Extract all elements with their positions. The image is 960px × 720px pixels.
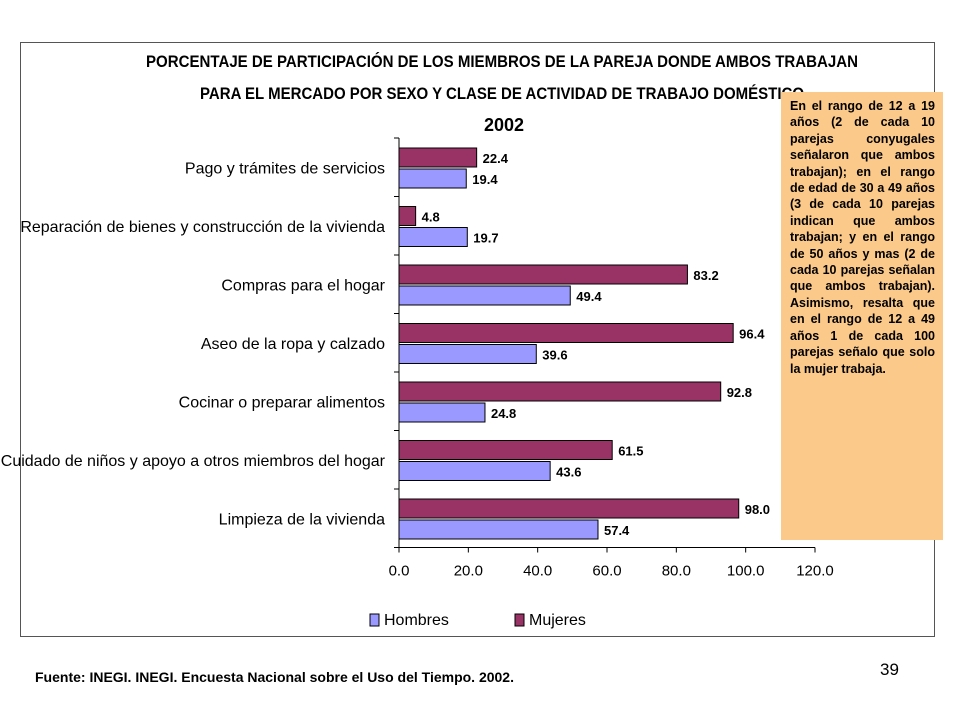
bar-mujeres: [398, 147, 478, 168]
bar-mujeres: [398, 381, 722, 402]
chart-title-line-2: PARA EL MERCADO POR SEXO Y CLASE DE ACTI…: [200, 84, 804, 103]
page-number: 39: [880, 660, 899, 679]
bar-hombres: [398, 227, 468, 247]
data-label-mujeres: 22.4: [483, 151, 509, 166]
x-tick-label: 60.0: [592, 563, 621, 580]
bar-hombres: [398, 344, 537, 364]
data-label-mujeres: 83.2: [693, 268, 718, 283]
bar-hombres: [398, 402, 486, 423]
category-label: Cuidado de niños y apoyo a otros miembro…: [1, 453, 386, 470]
source-note: Fuente: INEGI. INEGI. Encuesta Nacional …: [35, 669, 514, 685]
legend-swatch-mujeres: [514, 613, 525, 627]
labels-layer: 22.4 4.8 83.2 96.4 92.8 61.5 98.0 19.4 19.7 49.4 3…: [422, 151, 770, 538]
data-label-hombres: 49.4: [576, 289, 602, 304]
x-tick-label: 40.0: [523, 563, 552, 580]
data-label-mujeres: 92.8: [727, 385, 752, 400]
bar-mujeres: [398, 264, 688, 285]
bar-mujeres: [398, 323, 734, 343]
axis-layer: 0.0 20.0 40.0 60.0 80.0 100.0 120.0 Pago y trám…: [1, 137, 834, 580]
bar-mujeres: [398, 206, 417, 226]
data-label-hombres: 57.4: [604, 523, 630, 538]
data-label-mujeres: 96.4: [739, 327, 765, 342]
x-tick-label: 20.0: [454, 563, 483, 580]
data-label-hombres: 19.7: [473, 231, 498, 246]
chart-subtitle: 2002: [484, 115, 524, 135]
category-label: Limpieza de la vivienda: [219, 511, 385, 528]
bar-mujeres: [398, 440, 613, 460]
x-tick-label: 120.0: [796, 563, 834, 580]
bar-hombres: [398, 461, 551, 481]
data-label-mujeres: 61.5: [618, 444, 643, 459]
data-label-mujeres: 98.0: [745, 502, 770, 517]
bar-mujeres: [398, 498, 740, 519]
data-label-hombres: 24.8: [491, 406, 516, 421]
category-label: Aseo de la ropa y calzado: [201, 336, 385, 353]
bar-hombres: [398, 285, 571, 306]
legend-label-hombres: Hombres: [384, 612, 449, 629]
data-label-hombres: 43.6: [556, 465, 581, 480]
x-tick-label: 80.0: [662, 563, 691, 580]
annotation-note: En el rango de 12 a 19 años (2 de cada 1…: [781, 92, 943, 540]
category-label: Pago y trámites de servicios: [185, 160, 385, 177]
x-tick-label: 100.0: [727, 563, 765, 580]
category-label: Compras para el hogar: [221, 277, 385, 294]
chart-title-line-1: PORCENTAJE DE PARTICIPACIÓN DE LOS MIEMB…: [146, 52, 858, 71]
legend-swatch-hombres: [369, 613, 380, 627]
bar-hombres: [398, 519, 599, 540]
category-label: Cocinar o preparar alimentos: [179, 394, 385, 411]
bars-layer: [398, 147, 740, 540]
data-label-hombres: 39.6: [542, 348, 567, 363]
data-label-mujeres: 4.8: [422, 210, 440, 225]
data-label-hombres: 19.4: [472, 172, 498, 187]
bar-hombres: [398, 168, 467, 189]
legend: Hombres Mujeres: [369, 612, 586, 629]
x-tick-label: 0.0: [389, 563, 410, 580]
category-label: Reparación de bienes y construcción de l…: [20, 219, 385, 236]
legend-label-mujeres: Mujeres: [529, 612, 586, 629]
